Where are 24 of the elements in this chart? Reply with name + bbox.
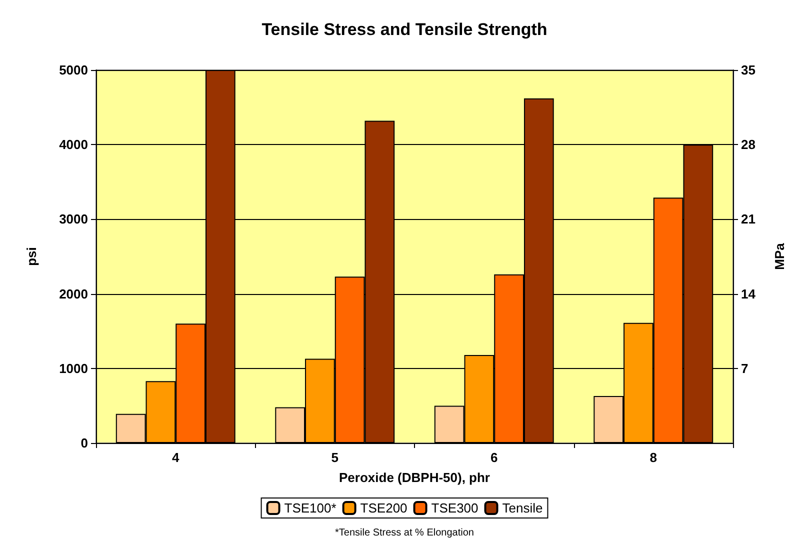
x-tick-label: 4	[172, 450, 180, 465]
y2-tick-label: 21	[741, 212, 756, 227]
text: *Tensile Stress at % Elongation	[335, 528, 474, 538]
y2-tick-label: 7	[741, 360, 748, 376]
y-tick-label: 1000	[59, 360, 88, 376]
y-tick-label: 2000	[59, 286, 88, 302]
y-tick-label: 0	[80, 436, 88, 450]
y-tick-label: 4000	[59, 137, 88, 152]
y2-tick-label: 35	[741, 62, 756, 78]
y2-tick-label: 28	[741, 137, 756, 152]
x-tick-label: 8	[650, 450, 657, 465]
legend-label: Tensile	[502, 500, 543, 516]
y-tick-label: 5000	[59, 62, 88, 78]
x-axis-title: Peroxide (DBPH-50), phr	[339, 470, 490, 485]
chart-title: Tensile Stress and Tensile Strength	[262, 20, 548, 39]
y2-tick-label: 14	[741, 286, 756, 302]
legend-label: TSE100*	[284, 500, 336, 516]
y-axis-title: psi	[24, 247, 39, 266]
x-tick-label: 6	[490, 450, 498, 465]
legend-label: TSE200	[360, 500, 408, 516]
x-tick-label: 5	[331, 450, 338, 465]
y2-axis-title: MPa	[772, 242, 787, 270]
y-tick-label: 3000	[59, 212, 88, 227]
legend-label: TSE300	[431, 500, 478, 516]
